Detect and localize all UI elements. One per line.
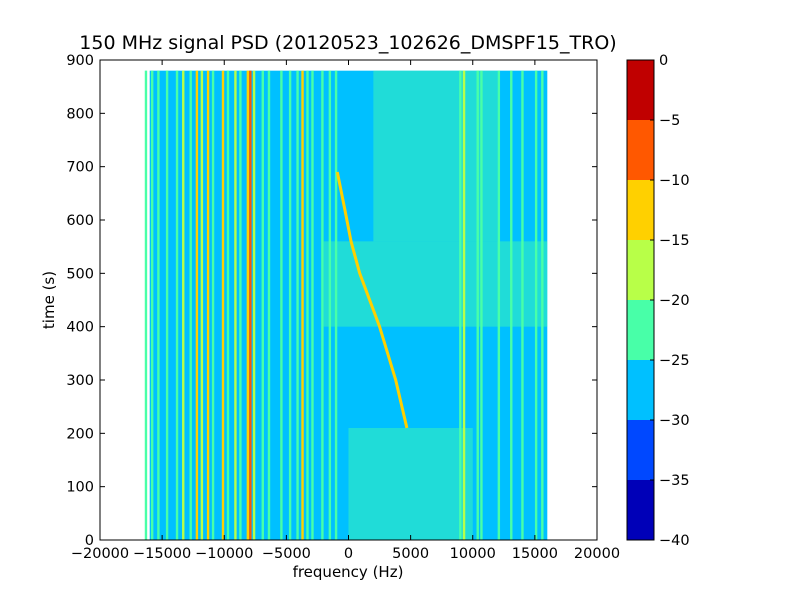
colorbar-tick-label: −35 <box>659 473 690 489</box>
colorbar-band <box>627 300 654 360</box>
x-tick-label: −10000 <box>195 546 253 562</box>
y-tick-label: 0 <box>85 533 94 549</box>
colorbar-band <box>627 180 654 240</box>
colorbar-band <box>627 360 654 420</box>
x-tick-label: 5000 <box>392 546 429 562</box>
y-axis-label: time (s) <box>40 271 58 329</box>
x-tick-label: 0 <box>344 546 353 562</box>
y-tick-label: 700 <box>66 160 94 176</box>
colorbar-band <box>627 480 654 540</box>
colorbar-tick-label: −40 <box>659 533 690 549</box>
noise-region-0 <box>348 428 473 540</box>
colorbar: 0 −5 −10 −15 −20 −25 −30 −35 −40 <box>626 53 690 549</box>
colorbar-band <box>627 240 654 300</box>
colorbar-tick-label: −15 <box>659 233 690 249</box>
x-axis: −20000 −15000 −10000 −5000 0 5000 10000 15000 20… <box>71 60 620 562</box>
x-tick-label: 20000 <box>574 546 620 562</box>
colorbar-tick-label: −10 <box>659 173 690 189</box>
y-tick-label: 200 <box>66 426 94 442</box>
heatmap <box>144 70 548 540</box>
colorbar-tick-label: −30 <box>659 413 690 429</box>
colorbar-tick-label: −20 <box>659 293 690 309</box>
x-tick-label: −20000 <box>71 546 129 562</box>
x-tick-label: −15000 <box>133 546 191 562</box>
y-tick-label: 400 <box>66 320 94 336</box>
y-tick-label: 300 <box>66 373 94 389</box>
y-axis: 0 100 200 300 400 500 600 700 800 900 <box>66 53 597 549</box>
colorbar-band <box>627 60 654 120</box>
x-tick-label: 15000 <box>512 546 558 562</box>
y-tick-label: 900 <box>66 53 94 69</box>
x-tick-label: −5000 <box>262 546 311 562</box>
y-tick-label: 600 <box>66 213 94 229</box>
x-tick-label: 10000 <box>450 546 496 562</box>
colorbar-band <box>627 120 654 180</box>
noise-region-1 <box>373 70 498 242</box>
chart-title: 150 MHz signal PSD (20120523_102626_DMSP… <box>79 32 616 54</box>
colorbar-tick-label: −25 <box>659 353 690 369</box>
colorbar-tick-label: 0 <box>659 53 668 69</box>
y-tick-label: 100 <box>66 480 94 496</box>
colorbar-band <box>627 420 654 480</box>
y-tick-label: 800 <box>66 106 94 122</box>
x-axis-label: frequency (Hz) <box>293 563 404 581</box>
colorbar-tick-label: −5 <box>659 113 680 129</box>
y-tick-label: 500 <box>66 266 94 282</box>
doppler-signal-track <box>335 171 409 429</box>
noise-region-2 <box>323 241 548 327</box>
